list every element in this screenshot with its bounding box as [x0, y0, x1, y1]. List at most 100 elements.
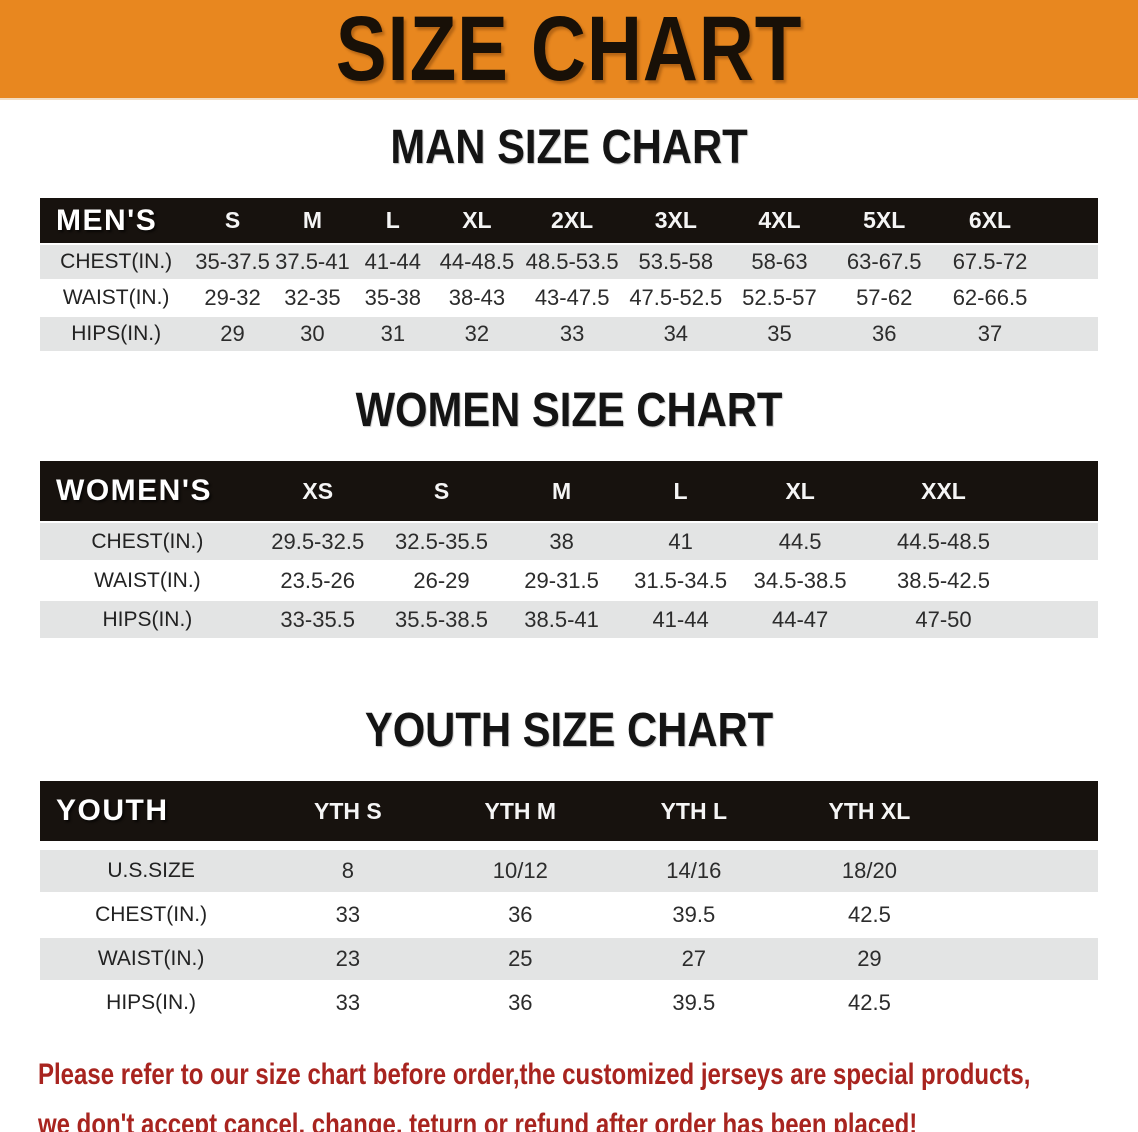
measurement-row: WAIST(IN.) 29-32 32-35 35-38 38-43 43-47.5 47.…	[40, 280, 1098, 316]
size-value: 26-29	[413, 567, 470, 593]
filler-cell	[1043, 316, 1098, 351]
row-label: WAIST(IN.)	[94, 568, 201, 592]
size-column-header: 5XL	[831, 198, 938, 244]
measurement-row: CHEST(IN.) 35-37.5 37.5-41 41-44 44-48.5 48.5…	[40, 244, 1098, 280]
disclaimer: Please refer to our size chart before or…	[0, 1024, 1138, 1132]
row-label: WAIST(IN.)	[62, 286, 170, 309]
size-value: 29-32	[204, 285, 261, 310]
size-value: 31.5-34.5	[634, 567, 728, 593]
size-column-header: L	[352, 198, 434, 244]
youth-section-heading: YOUTH SIZE CHART	[364, 704, 774, 757]
size-value: 35-37.5	[195, 249, 270, 274]
size-value: 36	[508, 902, 533, 927]
size-value: 62-66.5	[952, 285, 1028, 310]
size-column-header: 4XL	[727, 198, 832, 244]
size-column-header: L	[620, 461, 741, 522]
table-corner-label: WOMEN'S	[40, 461, 255, 522]
women-section-heading: WOMEN SIZE CHART	[355, 384, 783, 437]
filler-cell	[958, 846, 1098, 894]
size-column-header: XS	[254, 461, 381, 522]
size-value: 44.5-48.5	[897, 528, 990, 554]
row-label: CHEST(IN.)	[60, 250, 173, 273]
women-section: WOMEN SIZE CHART WOMEN'S XS S M L XL XXL CHEST(…	[0, 351, 1138, 638]
size-value: 29-31.5	[524, 567, 599, 593]
size-value: 23.5-26	[280, 567, 356, 593]
size-value: 34	[663, 321, 689, 346]
disclaimer-line-1: Please refer to our size chart before or…	[38, 1058, 1031, 1091]
size-value: 35	[767, 321, 792, 346]
filler-cell	[1027, 600, 1098, 638]
size-value: 32	[464, 321, 490, 346]
table-header-row: WOMEN'S XS S M L XL XXL	[40, 461, 1098, 522]
size-value: 63-67.5	[846, 249, 922, 274]
size-value: 38.5-41	[524, 606, 599, 632]
measurement-row: WAIST(IN.) 23.5-26 26-29 29-31.5 31.5-34.5 34…	[40, 561, 1098, 600]
men-size-table: MEN'S S M L XL 2XL 3XL 4XL 5XL 6XL CHEST(IN.) 35-37…	[40, 198, 1098, 351]
size-value: 27	[681, 946, 707, 971]
size-value: 33	[559, 321, 585, 346]
filler-cell	[958, 893, 1098, 937]
size-value: 33	[335, 990, 361, 1015]
filler-cell	[958, 781, 1098, 850]
size-value: 37.5-41	[275, 249, 350, 274]
size-value: 42.5	[848, 902, 891, 927]
table-header-row: MEN'S S M L XL 2XL 3XL 4XL 5XL 6XL	[40, 198, 1098, 244]
banner: SIZE CHART	[0, 0, 1138, 100]
size-column-header: YTH S	[262, 781, 434, 850]
size-value: 39.5	[672, 990, 716, 1015]
size-value: 43-47.5	[534, 285, 610, 310]
youth-section: YOUTH SIZE CHART YOUTH YTH S YTH M YTH L YTH…	[0, 638, 1138, 1024]
men-section: MAN SIZE CHART MEN'S S M L XL 2XL 3XL 4XL 5XL 6XL…	[0, 100, 1138, 351]
size-value: 42.5	[848, 990, 891, 1015]
size-value: 41-44	[652, 606, 709, 632]
size-value: 52.5-57	[742, 285, 817, 310]
size-value: 41-44	[364, 249, 421, 274]
size-column-header: XL	[433, 198, 521, 244]
filler-cell	[958, 937, 1098, 981]
size-value: 33	[335, 902, 361, 927]
filler-cell	[1043, 244, 1098, 280]
size-value: 32-35	[284, 285, 341, 310]
measurement-row: CHEST(IN.) 33 36 39.5 42.5	[40, 893, 1098, 937]
table-header-row: YOUTH YTH S YTH M YTH L YTH XL	[40, 781, 1098, 850]
filler-cell	[1027, 461, 1098, 522]
size-value: 48.5-53.5	[525, 249, 619, 274]
measurement-row: HIPS(IN.) 33-35.5 35.5-38.5 38.5-41 41-44 44-…	[40, 600, 1098, 638]
size-value: 35-38	[364, 285, 421, 310]
size-column-header: M	[272, 198, 353, 244]
size-column-header: YTH M	[433, 781, 608, 850]
filler-cell	[1027, 561, 1098, 600]
size-column-header: YTH XL	[780, 781, 959, 850]
filler-cell	[958, 981, 1098, 1024]
size-value: 31	[380, 321, 406, 346]
row-label: HIPS(IN.)	[102, 607, 193, 631]
size-value: 36	[871, 321, 897, 346]
size-value: 44-48.5	[439, 249, 515, 274]
row-label: HIPS(IN.)	[106, 991, 196, 1014]
women-size-table: WOMEN'S XS S M L XL XXL CHEST(IN.) 29.5-32.5 32.5…	[40, 461, 1098, 638]
size-value: 36	[508, 990, 533, 1015]
size-value: 44-47	[771, 606, 829, 632]
size-value: 41	[668, 528, 693, 554]
row-label: CHEST(IN.)	[95, 903, 208, 926]
size-value: 10/12	[492, 858, 548, 883]
filler-cell	[1027, 522, 1098, 561]
size-column-header: 6XL	[937, 198, 1043, 244]
size-column-header: YTH L	[607, 781, 781, 850]
filler-cell	[1043, 280, 1098, 316]
size-column-header: M	[502, 461, 621, 522]
size-column-header: 3XL	[623, 198, 728, 244]
size-value: 38-43	[448, 285, 506, 310]
measurement-row: HIPS(IN.) 29 30 31 32 33 34 35 36 37	[40, 316, 1098, 351]
size-value: 30	[300, 321, 325, 346]
row-label: U.S.SIZE	[107, 859, 195, 882]
size-value: 23	[335, 946, 361, 971]
row-label: WAIST(IN.)	[97, 947, 205, 970]
size-value: 58-63	[751, 249, 808, 274]
size-value: 38	[549, 528, 574, 554]
size-value: 29	[220, 321, 245, 346]
measurement-row: HIPS(IN.) 33 36 39.5 42.5	[40, 981, 1098, 1024]
size-value: 67.5-72	[952, 249, 1028, 274]
size-value: 38.5-42.5	[897, 567, 990, 593]
